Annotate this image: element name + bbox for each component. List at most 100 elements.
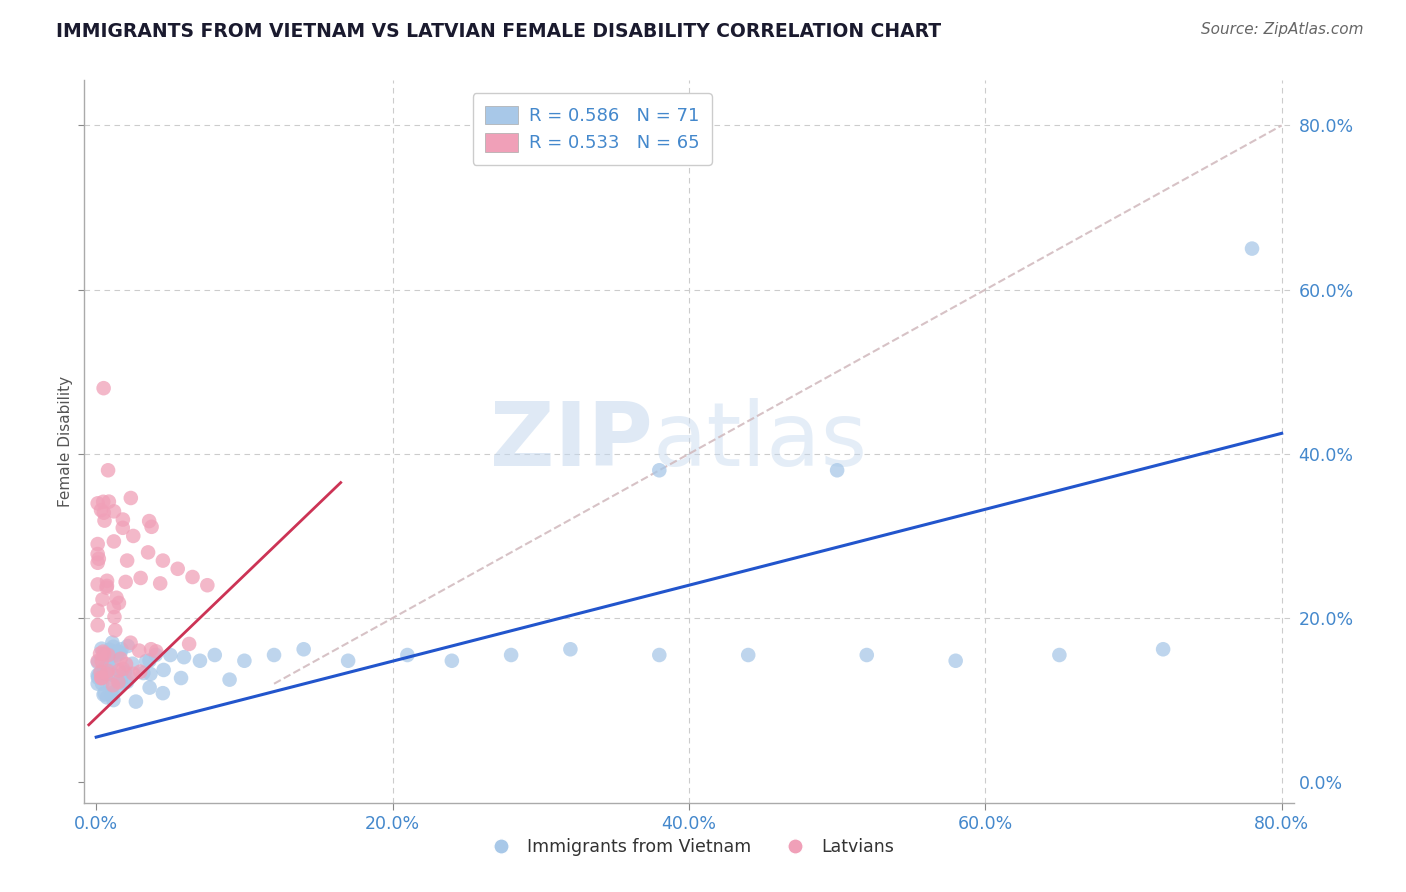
Point bbox=[107, 645, 129, 659]
Point bbox=[648, 648, 671, 662]
Point bbox=[104, 624, 127, 638]
Point bbox=[111, 512, 134, 526]
Point bbox=[97, 463, 120, 477]
Point bbox=[233, 654, 256, 668]
Point bbox=[138, 681, 160, 695]
Point bbox=[110, 642, 132, 657]
Point bbox=[145, 644, 167, 658]
Point bbox=[105, 591, 128, 605]
Point bbox=[138, 514, 160, 528]
Point bbox=[122, 666, 145, 681]
Point bbox=[1240, 242, 1263, 256]
Point bbox=[86, 556, 108, 570]
Point bbox=[128, 643, 150, 657]
Point bbox=[129, 665, 152, 679]
Point bbox=[98, 646, 121, 660]
Point bbox=[108, 679, 131, 693]
Point bbox=[108, 596, 131, 610]
Point bbox=[97, 494, 120, 508]
Y-axis label: Female Disability: Female Disability bbox=[58, 376, 73, 508]
Point bbox=[648, 463, 671, 477]
Point bbox=[195, 578, 218, 592]
Point bbox=[139, 667, 162, 681]
Point bbox=[98, 659, 121, 673]
Point bbox=[117, 639, 139, 653]
Point bbox=[204, 648, 226, 662]
Point bbox=[96, 666, 118, 681]
Point bbox=[440, 654, 463, 668]
Point bbox=[132, 666, 155, 681]
Point bbox=[1152, 642, 1174, 657]
Point bbox=[103, 600, 125, 615]
Point bbox=[86, 537, 108, 551]
Point bbox=[103, 610, 125, 624]
Point bbox=[825, 463, 848, 477]
Point bbox=[110, 670, 132, 684]
Point bbox=[87, 551, 110, 566]
Point bbox=[114, 665, 136, 680]
Point bbox=[100, 656, 122, 670]
Point bbox=[1047, 648, 1070, 662]
Text: IMMIGRANTS FROM VIETNAM VS LATVIAN FEMALE DISABILITY CORRELATION CHART: IMMIGRANTS FROM VIETNAM VS LATVIAN FEMAL… bbox=[56, 22, 942, 41]
Point bbox=[86, 654, 108, 668]
Point bbox=[111, 521, 134, 535]
Point bbox=[86, 547, 108, 561]
Point bbox=[86, 577, 108, 591]
Point bbox=[101, 678, 124, 692]
Point bbox=[120, 636, 142, 650]
Point bbox=[97, 653, 120, 667]
Point bbox=[114, 574, 136, 589]
Point bbox=[86, 668, 108, 682]
Point bbox=[91, 665, 114, 680]
Point bbox=[104, 645, 127, 659]
Point bbox=[263, 648, 285, 662]
Point bbox=[945, 654, 967, 668]
Point bbox=[86, 603, 108, 617]
Point bbox=[93, 647, 115, 661]
Point bbox=[97, 648, 120, 662]
Text: ZIP: ZIP bbox=[489, 398, 652, 485]
Point bbox=[103, 668, 125, 682]
Point bbox=[90, 503, 112, 517]
Point bbox=[96, 690, 118, 705]
Point bbox=[87, 676, 110, 690]
Point bbox=[396, 648, 419, 662]
Point bbox=[103, 534, 125, 549]
Text: atlas: atlas bbox=[652, 398, 868, 485]
Point bbox=[159, 648, 181, 662]
Point bbox=[141, 520, 163, 534]
Point bbox=[135, 654, 157, 668]
Point bbox=[101, 635, 124, 649]
Point bbox=[103, 668, 125, 682]
Point bbox=[93, 661, 115, 675]
Point bbox=[89, 667, 111, 681]
Point bbox=[107, 675, 129, 690]
Point bbox=[110, 676, 132, 690]
Point bbox=[86, 618, 108, 632]
Point bbox=[87, 656, 110, 670]
Point bbox=[86, 496, 108, 510]
Point bbox=[166, 562, 188, 576]
Point bbox=[737, 648, 759, 662]
Point bbox=[91, 676, 114, 690]
Point bbox=[188, 654, 211, 668]
Point bbox=[501, 648, 523, 662]
Point bbox=[170, 671, 193, 685]
Point bbox=[103, 693, 125, 707]
Point bbox=[90, 641, 112, 656]
Point bbox=[90, 671, 112, 685]
Point bbox=[118, 670, 141, 684]
Point bbox=[91, 495, 114, 509]
Point bbox=[173, 650, 195, 665]
Point bbox=[125, 695, 148, 709]
Point bbox=[93, 506, 115, 520]
Point bbox=[110, 646, 132, 660]
Point bbox=[115, 657, 138, 672]
Point bbox=[90, 654, 112, 668]
Point bbox=[89, 647, 111, 661]
Point bbox=[152, 553, 174, 567]
Point bbox=[218, 673, 240, 687]
Point bbox=[120, 491, 142, 505]
Point bbox=[100, 688, 122, 702]
Point bbox=[337, 654, 360, 668]
